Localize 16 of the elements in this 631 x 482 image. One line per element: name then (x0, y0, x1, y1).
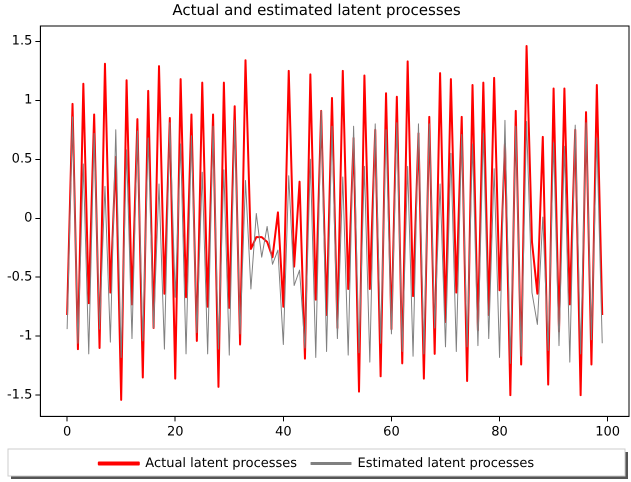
chart-title: Actual and estimated latent processes (172, 0, 461, 19)
y-tick-label: 0 (24, 210, 32, 226)
x-tick-label: 60 (383, 424, 400, 440)
legend-label: Actual latent processes (145, 456, 298, 471)
y-tick-label: -1.5 (6, 388, 32, 403)
x-tick-label: 100 (595, 424, 620, 440)
y-tick-label: 0.5 (12, 152, 32, 167)
y-tick-label: -1 (19, 328, 32, 344)
legend-label: Estimated latent processes (358, 456, 534, 471)
y-tick-label: 1 (24, 92, 32, 108)
y-tick-label: -0.5 (6, 270, 32, 285)
y-tick-label: 1.5 (12, 34, 32, 49)
x-tick-label: 80 (491, 424, 508, 440)
x-tick-label: 0 (62, 424, 72, 440)
x-tick-label: 20 (166, 424, 184, 440)
x-tick-label: 40 (275, 424, 292, 440)
